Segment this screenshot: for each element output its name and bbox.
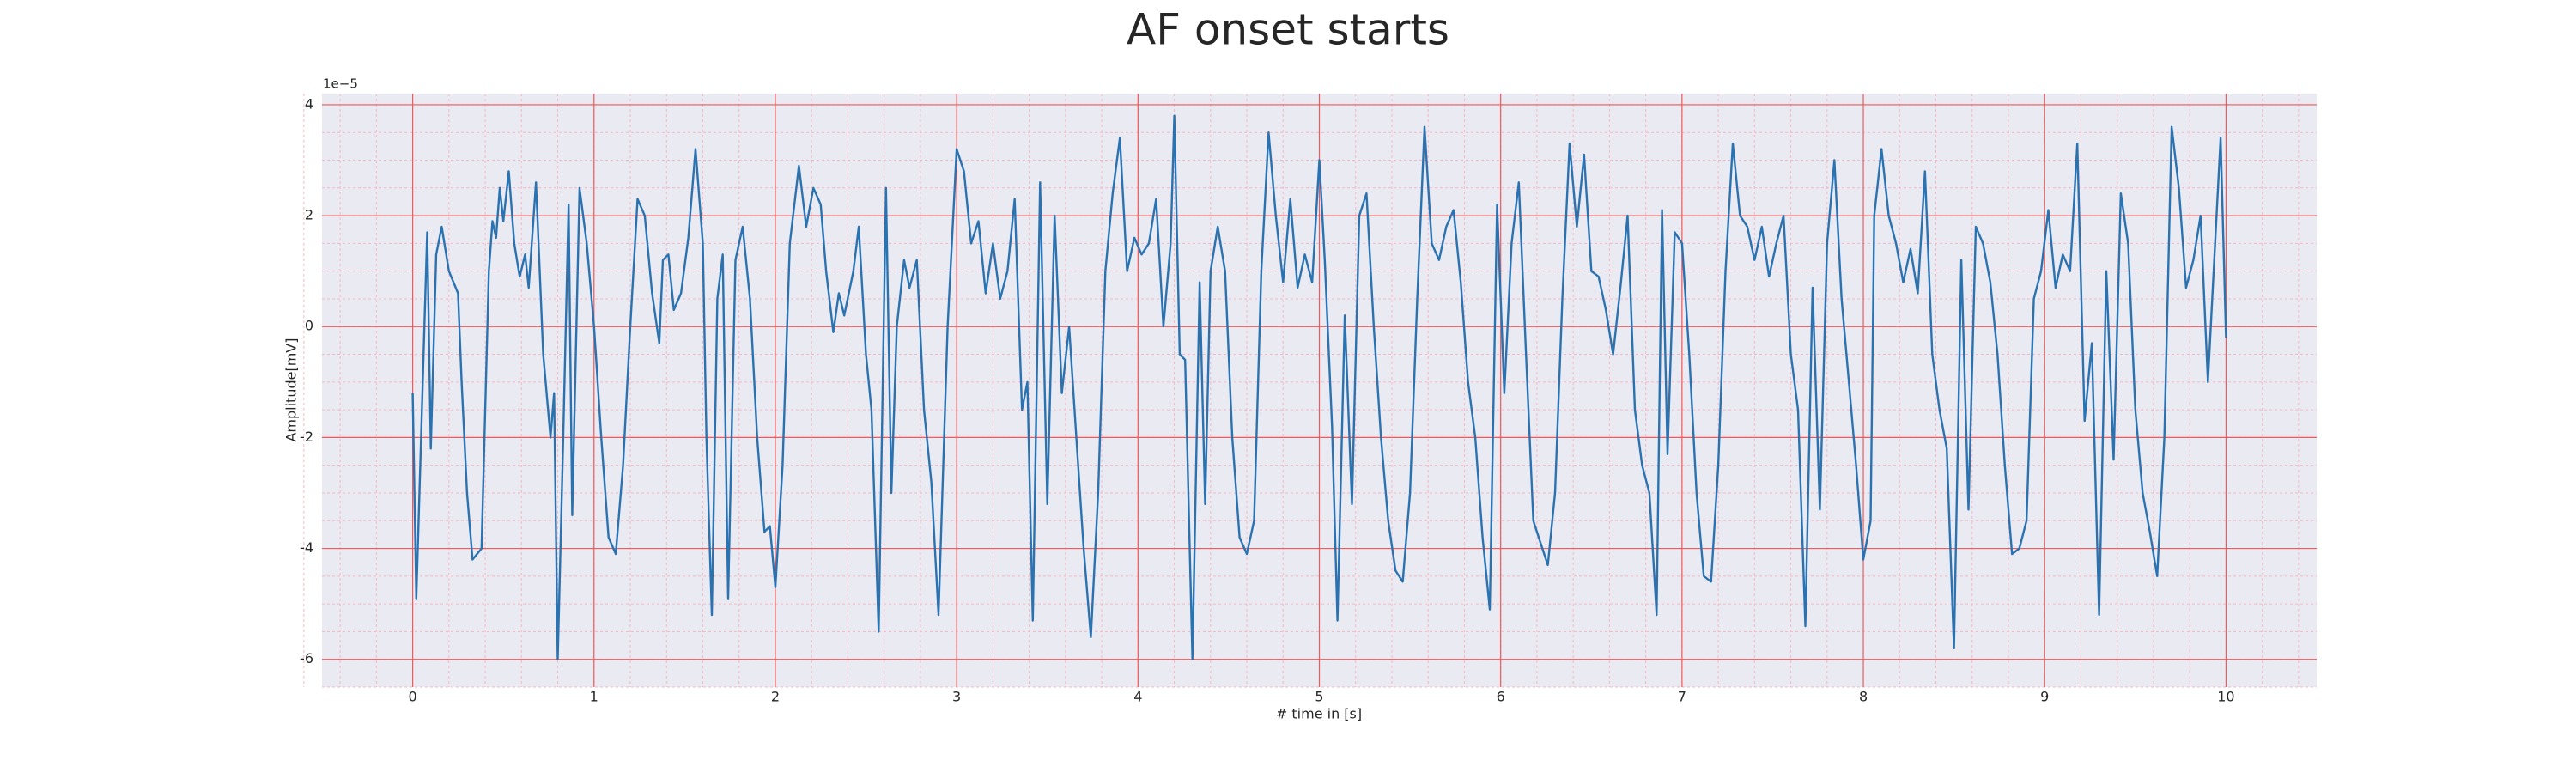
x-tick-label: 7 xyxy=(1678,689,1686,705)
y-tick-label: 0 xyxy=(305,318,313,334)
x-tick-label: 1 xyxy=(590,689,598,705)
x-tick-label: 5 xyxy=(1315,689,1323,705)
x-tick-label: 6 xyxy=(1497,689,1505,705)
y-tick-label: 2 xyxy=(305,207,313,223)
x-tick-label: 8 xyxy=(1859,689,1868,705)
x-tick-label: 2 xyxy=(771,689,780,705)
x-axis-label: # time in [s] xyxy=(1276,706,1362,722)
x-tick-label: 0 xyxy=(408,689,416,705)
y-tick-label: 4 xyxy=(305,95,313,112)
y-tick-label: -6 xyxy=(300,650,313,666)
chart-title: AF onset starts xyxy=(1127,5,1449,55)
y-offset-label: 1e−5 xyxy=(323,76,358,92)
x-tick-label: 4 xyxy=(1133,689,1142,705)
y-tick-label: -2 xyxy=(300,429,313,445)
x-tick-label: 9 xyxy=(2040,689,2049,705)
x-tick-label: 3 xyxy=(952,689,961,705)
y-axis-label: Amplitude[mV] xyxy=(283,338,300,441)
signal-line xyxy=(411,114,2227,660)
y-tick-label: -4 xyxy=(300,539,313,556)
x-tick-label: 10 xyxy=(2217,689,2234,705)
